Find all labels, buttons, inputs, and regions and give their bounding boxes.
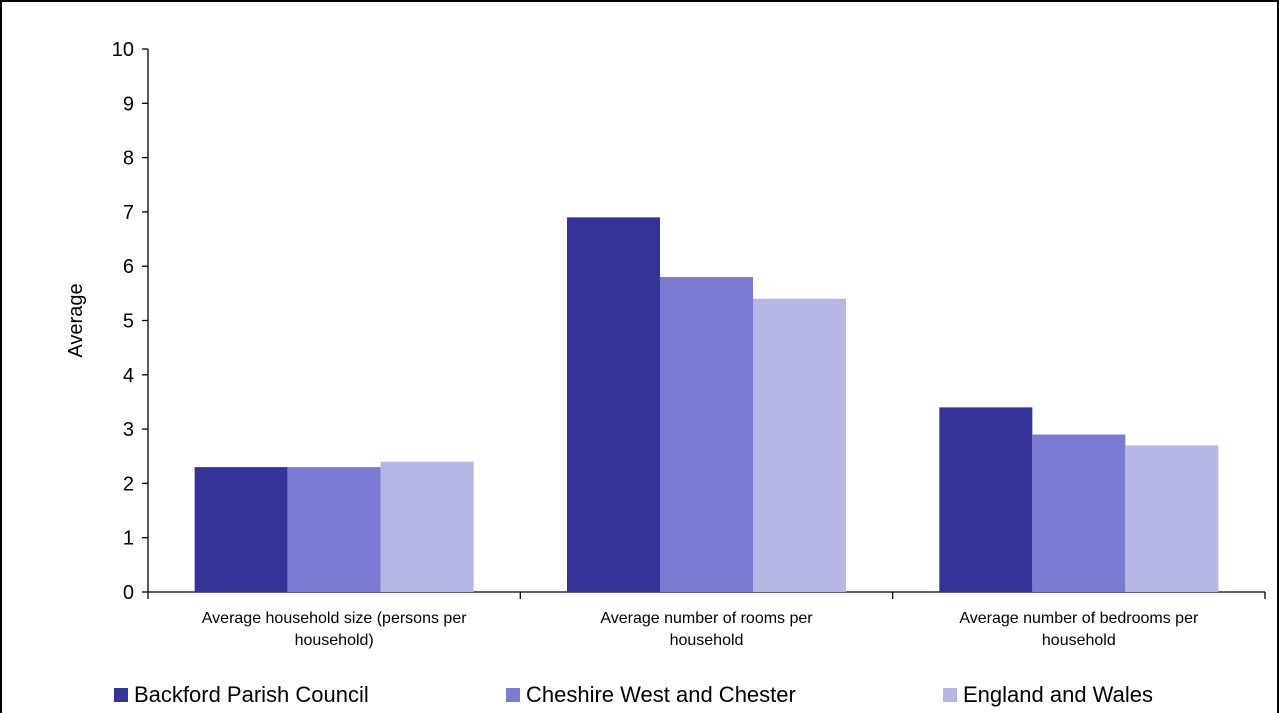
y-axis: 0 1 2 3 4 5 6 7 8 9 10 (112, 39, 149, 604)
bar (380, 461, 474, 592)
y-tick-label: 7 (123, 202, 134, 224)
legend-item-cheshire: Cheshire West and Chester (506, 680, 796, 710)
bar (567, 217, 660, 592)
x-tick-label: Average household size (persons per (202, 610, 467, 627)
bar (660, 277, 753, 592)
bars (194, 217, 1219, 592)
bar (753, 298, 846, 592)
bar (194, 467, 288, 592)
bar (287, 467, 381, 592)
y-tick-label: 3 (123, 419, 134, 441)
y-tick-label: 5 (123, 311, 134, 333)
x-tick-label: household) (295, 632, 374, 649)
x-tick-label: Average number of bedrooms per (959, 610, 1199, 627)
y-tick-label: 2 (123, 473, 134, 495)
y-axis-label: Average (65, 283, 87, 357)
bar (939, 407, 1033, 592)
legend-item-england-wales: England and Wales (943, 680, 1153, 710)
y-tick-label: 0 (123, 582, 134, 604)
y-tick-label: 1 (123, 528, 134, 550)
x-tick-label: household (1042, 632, 1116, 649)
legend-swatch (506, 688, 520, 702)
legend-swatch (114, 688, 128, 702)
x-tick-label: household (670, 632, 744, 649)
x-tick-label: Average number of rooms per (600, 610, 813, 627)
legend-label: Backford Parish Council (134, 682, 369, 707)
bar (1125, 445, 1219, 592)
legend-swatch (943, 688, 957, 702)
y-tick-label: 9 (123, 93, 134, 115)
legend-item-backford: Backford Parish Council (114, 680, 369, 710)
legend-label: Cheshire West and Chester (526, 682, 796, 707)
y-tick-label: 6 (123, 256, 134, 278)
legend-label: England and Wales (963, 682, 1153, 707)
y-tick-label: 10 (112, 39, 134, 61)
bar (1032, 434, 1126, 592)
y-tick-label: 8 (123, 148, 134, 170)
x-axis: Average household size (persons per house… (147, 591, 1266, 649)
y-tick-label: 4 (123, 365, 134, 387)
